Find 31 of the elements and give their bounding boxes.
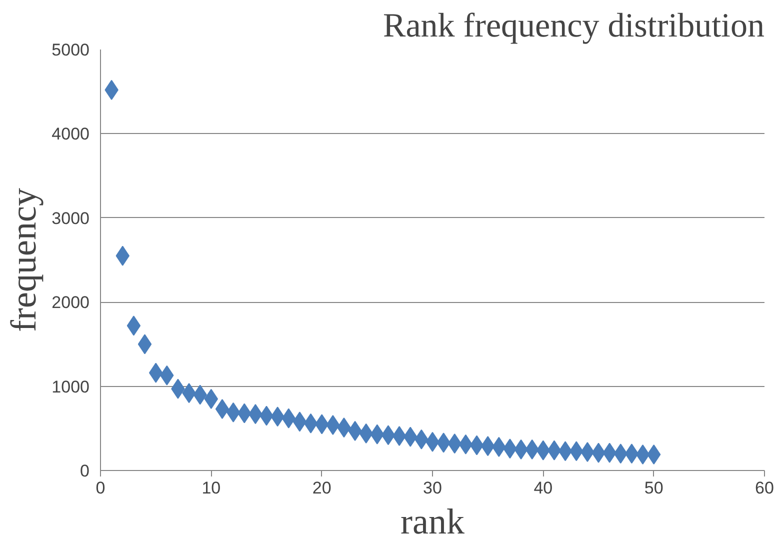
point <box>215 399 230 420</box>
point <box>547 440 562 460</box>
point <box>304 413 318 434</box>
x-tick-label: 60 <box>755 478 774 498</box>
y-tick-label: 0 <box>80 462 90 480</box>
point <box>647 444 661 464</box>
x-axis-title: rank <box>400 502 464 542</box>
y-tick-label: 5000 <box>52 40 90 60</box>
x-tick-label: 0 <box>96 478 106 498</box>
y-tick-label: 3000 <box>52 208 90 228</box>
x-tick-label: 30 <box>423 478 442 498</box>
point <box>126 316 141 336</box>
point <box>624 444 639 464</box>
point <box>558 441 572 462</box>
point <box>636 444 650 464</box>
x-tick-label: 10 <box>202 478 221 498</box>
point <box>458 434 473 454</box>
point <box>226 402 240 422</box>
y-tick-label: 2000 <box>52 293 90 312</box>
point <box>138 334 152 354</box>
x-tick-label: 20 <box>312 478 332 498</box>
point <box>470 435 484 456</box>
point <box>381 425 396 446</box>
chart-title: Rank frequency distribution <box>383 8 765 44</box>
y-axis-title: frequency <box>4 188 44 332</box>
y-tick-label: 4000 <box>52 124 90 144</box>
x-tick-label: 50 <box>644 478 664 498</box>
point <box>292 412 307 432</box>
y-tick-label: 1000 <box>52 377 90 396</box>
point <box>392 426 406 446</box>
x-tick-label: 40 <box>534 478 553 498</box>
